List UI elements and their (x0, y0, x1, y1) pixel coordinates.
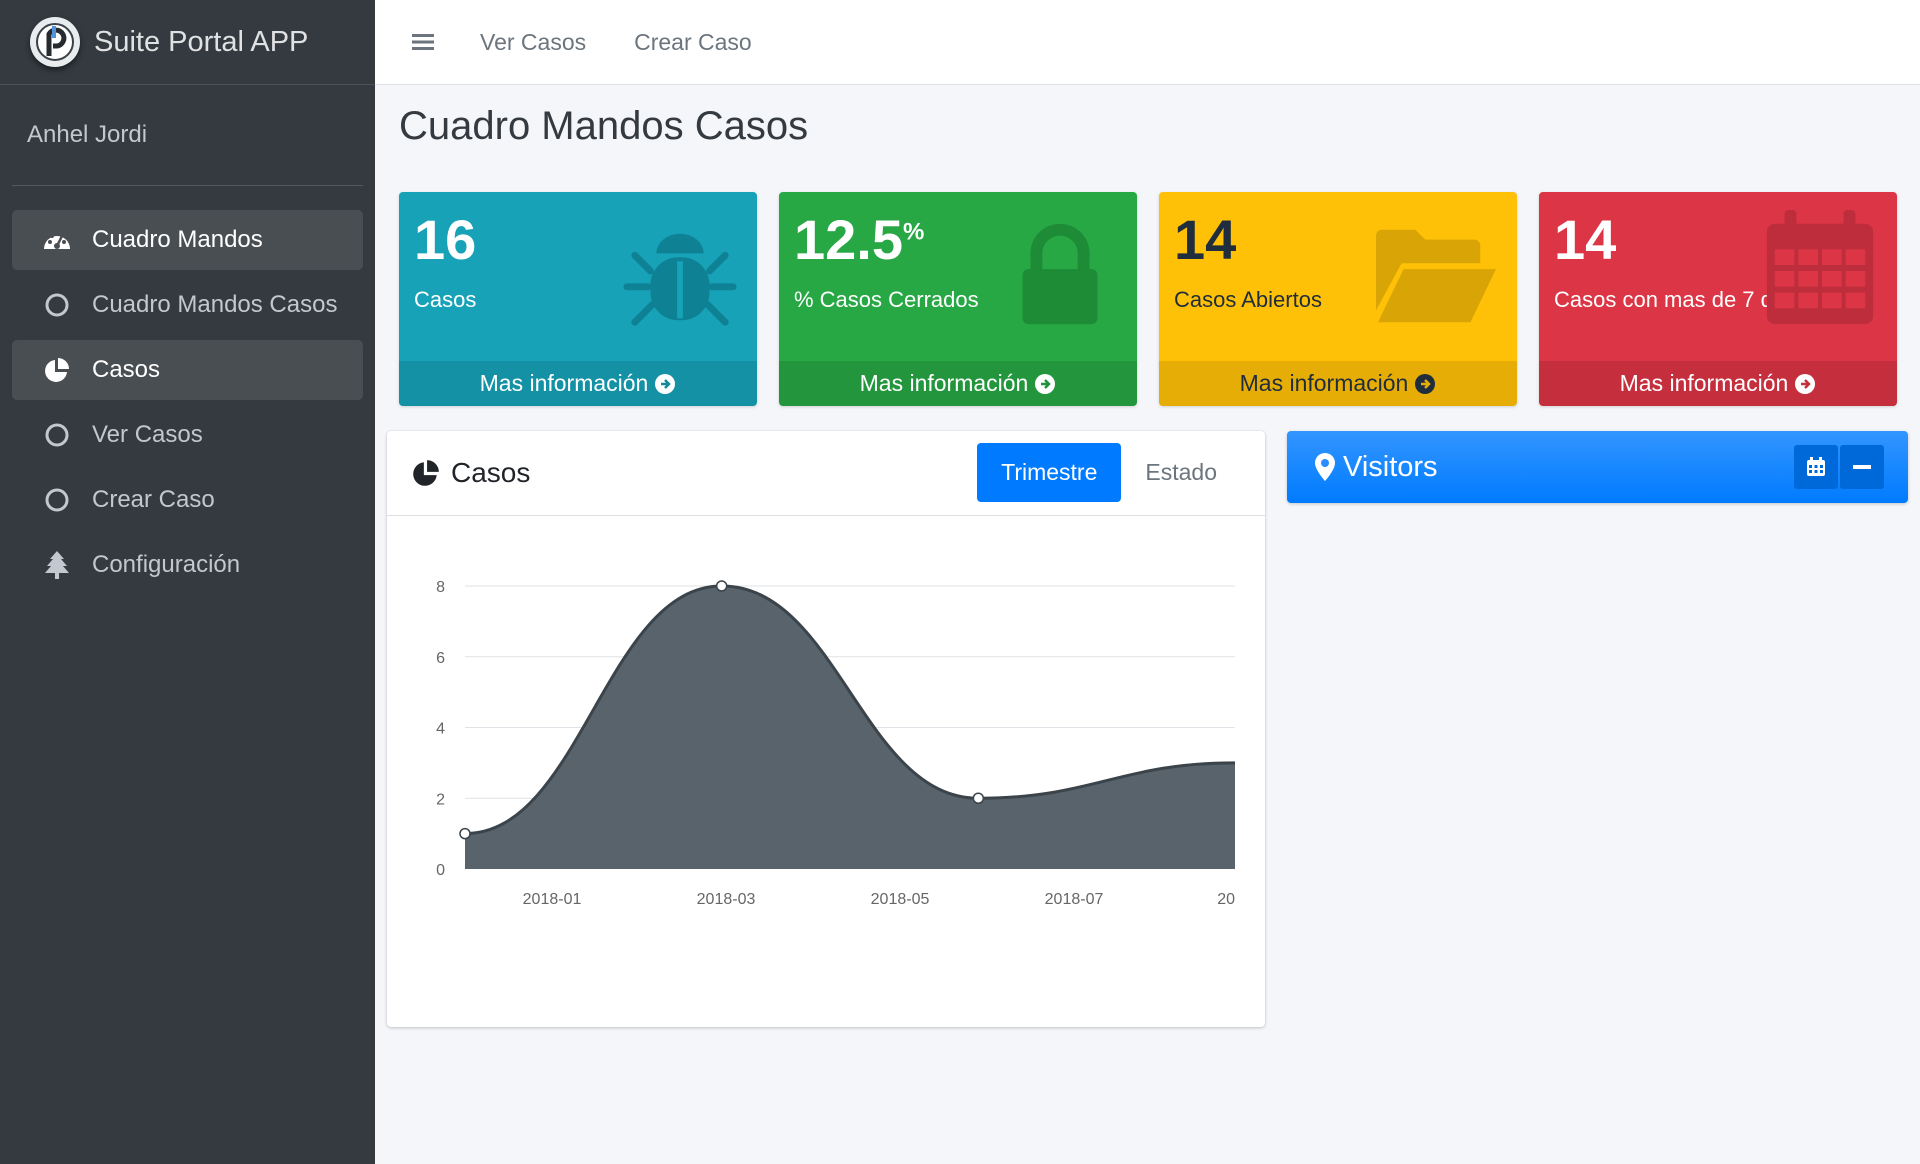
card-title-text: Casos (451, 457, 531, 488)
casos-area-chart: 0 2 4 6 8 2018-01 2018-03 2018-05 2018-07 20 (436, 579, 1236, 908)
more-info-link[interactable]: Mas información (1539, 361, 1897, 406)
collapse-button[interactable] (1840, 445, 1884, 489)
brand-title: Suite Portal APP (94, 25, 309, 58)
tachometer-icon (42, 225, 72, 255)
x-tick-label: 2018-03 (697, 891, 756, 908)
sidebar-item-cuadro-mandos[interactable]: Cuadro Mandos (12, 210, 363, 270)
card-title: Visitors (1315, 451, 1438, 484)
stat-label: % Casos Cerrados (794, 287, 979, 313)
chart-area: 0 2 4 6 8 2018-01 2018-03 2018-05 2018-07 20 (387, 516, 1265, 1027)
pie-chart-icon (42, 355, 72, 385)
series-area (465, 586, 1235, 869)
arrow-circle-right-icon (1035, 373, 1056, 394)
y-tick-label: 6 (436, 650, 445, 667)
more-info-link[interactable]: Mas información (779, 361, 1137, 406)
x-tick-label: 2018-05 (871, 891, 930, 908)
sidebar-item-crear-caso[interactable]: Crear Caso (12, 470, 363, 530)
data-point (459, 827, 471, 840)
user-name[interactable]: Anhel Jordi (27, 121, 148, 148)
stat-value: 14 (1554, 208, 1617, 271)
sidebar-item-label: Casos (92, 356, 161, 383)
card-tools (1792, 445, 1884, 489)
sidebar-item-casos[interactable]: Casos (12, 340, 363, 400)
bars-icon[interactable] (408, 27, 438, 57)
sidebar-item-cuadro-mandos-casos[interactable]: Cuadro Mandos Casos (12, 275, 363, 335)
series-line (464, 584, 1236, 836)
calendar-icon (1807, 457, 1825, 476)
nav-link-ver-casos[interactable]: Ver Casos (480, 28, 587, 55)
brand-link[interactable]: Suite Portal APP (0, 0, 375, 85)
stat-box-casos: 16 Casos Mas información (399, 192, 757, 406)
lock-icon (1022, 223, 1098, 325)
card-title-text: Visitors (1343, 450, 1438, 483)
x-tick-label: 20 (1217, 891, 1235, 908)
folder-open-icon (1376, 229, 1496, 323)
main-sidebar: Suite Portal APP Anhel Jordi Cuadro Mand… (0, 0, 375, 1164)
visitors-card: Visitors (1287, 431, 1908, 503)
chart-tabs: Trimestre Estado (977, 443, 1241, 502)
user-panel[interactable]: Anhel Jordi (12, 85, 363, 186)
stat-value: 16 (414, 208, 477, 271)
tab-trimestre[interactable]: Trimestre (977, 443, 1122, 502)
arrow-circle-right-icon (1415, 373, 1436, 394)
circle-icon (42, 420, 72, 450)
sidebar-item-label: Cuadro Mandos (92, 226, 263, 253)
circle-icon (42, 290, 72, 320)
stat-box-casos-cerrados: 12.5% % Casos Cerrados Mas información (779, 192, 1137, 406)
data-point (715, 580, 728, 592)
circle-icon (42, 485, 72, 515)
card-header: Casos Trimestre Estado (387, 431, 1265, 516)
page-title: Cuadro Mandos Casos (399, 104, 809, 148)
bug-icon (623, 233, 737, 326)
stat-label: Casos con mas de 7 dias (1554, 287, 1802, 313)
pie-chart-icon (413, 460, 439, 486)
more-info-link[interactable]: Mas información (1159, 361, 1517, 406)
more-info-link[interactable]: Mas información (399, 361, 757, 406)
tree-icon (42, 550, 72, 580)
y-tick-label: 0 (436, 862, 445, 879)
stat-value: 14 (1174, 208, 1237, 271)
y-tick-label: 8 (436, 579, 445, 596)
map-marker-icon (1315, 453, 1335, 481)
sidebar-item-label: Ver Casos (92, 421, 203, 448)
tab-estado[interactable]: Estado (1145, 459, 1217, 485)
sidebar-item-label: Crear Caso (92, 486, 215, 513)
x-tick-label: 2018-07 (1045, 891, 1104, 908)
data-point (972, 792, 985, 804)
stat-value: 12.5% (794, 208, 925, 271)
arrow-circle-right-icon (655, 373, 676, 394)
sidebar-nav: Cuadro Mandos Cuadro Mandos Casos Casos … (0, 186, 375, 595)
nav-link-crear-caso[interactable]: Crear Caso (634, 28, 752, 55)
stat-label: Casos Abiertos (1174, 287, 1322, 313)
card-title: Casos (411, 457, 530, 489)
y-tick-label: 4 (436, 721, 445, 738)
x-tick-label: 2018-01 (523, 891, 582, 908)
stat-label: Casos (414, 287, 477, 313)
sidebar-item-label: Cuadro Mandos Casos (92, 291, 338, 318)
sidebar-item-label: Configuración (92, 551, 241, 578)
p-logo-icon (30, 17, 80, 67)
minus-icon (1853, 465, 1871, 469)
calendar-button[interactable] (1794, 445, 1838, 489)
stat-box-casos-7-dias: 14 Casos con mas de 7 dias Mas informaci… (1539, 192, 1897, 406)
sidebar-item-ver-casos[interactable]: Ver Casos (12, 405, 363, 465)
calendar-icon (1766, 210, 1874, 325)
casos-card: Casos Trimestre Estado 0 2 4 6 8 2018-01 2018-… (387, 431, 1265, 1027)
arrow-circle-right-icon (1795, 373, 1816, 394)
y-tick-label: 2 (436, 791, 445, 808)
top-navbar: Ver Casos Crear Caso (375, 0, 1920, 85)
sidebar-item-configuracion[interactable]: Configuración (12, 535, 363, 595)
stat-box-casos-abiertos: 14 Casos Abiertos Mas información (1159, 192, 1517, 406)
